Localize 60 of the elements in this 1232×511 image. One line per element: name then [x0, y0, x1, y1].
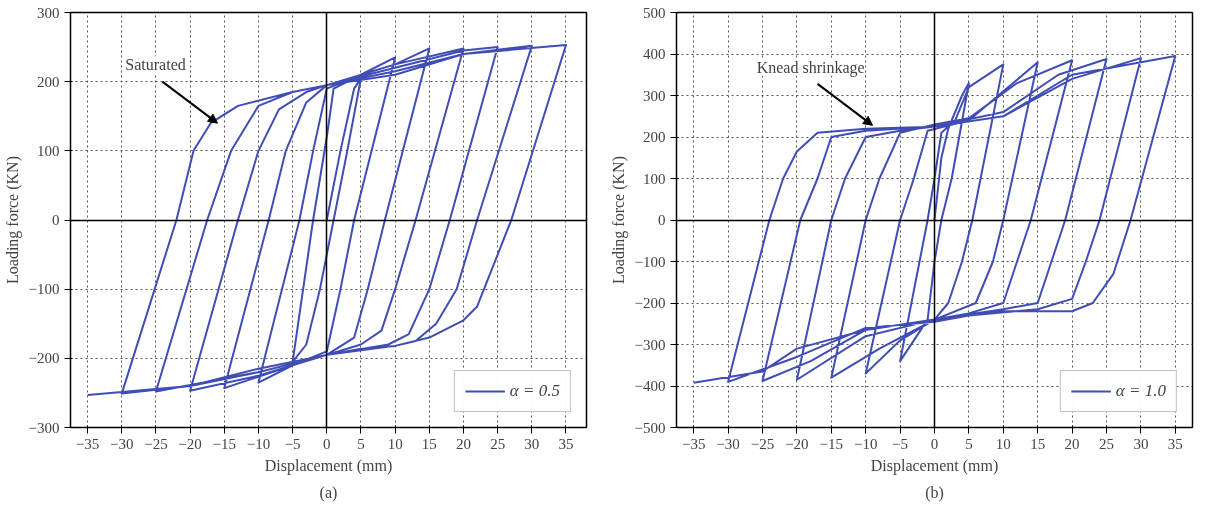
- x-tick-label: 0: [930, 435, 939, 452]
- x-tick-label: −25: [750, 435, 775, 452]
- legend-label: α = 1.0: [1115, 381, 1166, 401]
- text: (a): [319, 483, 338, 502]
- x-tick-label: −10: [246, 435, 271, 452]
- x-tick-label: 25: [1099, 435, 1114, 452]
- y-axis-title: Loading force (KN): [609, 156, 628, 284]
- x-tick-label: 5: [965, 435, 973, 452]
- annotation: Knead shrinkage: [756, 58, 865, 77]
- x-tick-label: 0: [323, 435, 331, 452]
- x-tick-label: −15: [212, 435, 237, 452]
- x-tick-label: 35: [1167, 435, 1183, 452]
- y-tick-label: −300: [634, 336, 666, 353]
- x-tick-label: −10: [853, 435, 878, 452]
- x-tick-label: −25: [144, 435, 168, 452]
- line-series: [692, 55, 1177, 384]
- y-tick-label: 300: [37, 4, 60, 21]
- x-tick-label: −5: [284, 435, 301, 452]
- y-tick-label: 200: [643, 129, 666, 145]
- x-tick-label: −30: [110, 435, 134, 452]
- x-tick-label: 10: [995, 435, 1011, 452]
- x-tick-label: −35: [75, 435, 100, 452]
- x-axis-title: Displacement (mm): [870, 456, 999, 475]
- y-tick-label: −500: [634, 419, 666, 436]
- y-tick-label: 400: [643, 46, 666, 62]
- line-series: [86, 44, 567, 396]
- x-tick-label: −30: [716, 435, 740, 452]
- text: (b): [925, 483, 944, 502]
- y-tick-label: −200: [634, 295, 666, 311]
- y-tick-label: 0: [52, 212, 60, 228]
- annotation: Saturated: [125, 56, 186, 74]
- y-tick-label: 200: [37, 73, 60, 90]
- x-tick-label: 15: [421, 435, 437, 452]
- x-tick-label: −15: [819, 435, 844, 452]
- y-tick-label: 300: [643, 87, 666, 104]
- x-tick-label: 5: [357, 435, 365, 452]
- y-tick-label: −200: [28, 350, 60, 367]
- y-tick-label: 100: [37, 142, 60, 159]
- x-tick-label: 35: [558, 435, 574, 452]
- x-tick-label: −35: [681, 435, 706, 452]
- x-tick-label: 25: [490, 435, 506, 452]
- y-tick-label: −300: [28, 419, 60, 436]
- x-tick-label: 10: [387, 435, 403, 452]
- x-tick-label: 20: [1064, 435, 1080, 452]
- x-tick-label: −20: [178, 435, 202, 452]
- x-tick-label: 30: [524, 435, 540, 452]
- y-tick-label: −100: [634, 253, 666, 270]
- y-tick-label: −400: [634, 378, 666, 394]
- x-tick-label: 15: [1030, 435, 1046, 452]
- x-tick-label: 30: [1133, 435, 1149, 452]
- y-axis-title: Loading force (KN): [3, 156, 22, 284]
- x-tick-label: −5: [892, 435, 909, 452]
- y-tick-label: 500: [643, 4, 666, 21]
- x-tick-label: 20: [455, 435, 471, 452]
- y-tick-label: 0: [658, 212, 666, 228]
- x-axis-title: Displacement (mm): [264, 456, 393, 475]
- y-tick-label: 100: [643, 170, 666, 187]
- x-tick-label: −20: [785, 435, 809, 452]
- y-tick-label: −100: [28, 281, 60, 298]
- legend-label: α = 0.5: [509, 381, 560, 401]
